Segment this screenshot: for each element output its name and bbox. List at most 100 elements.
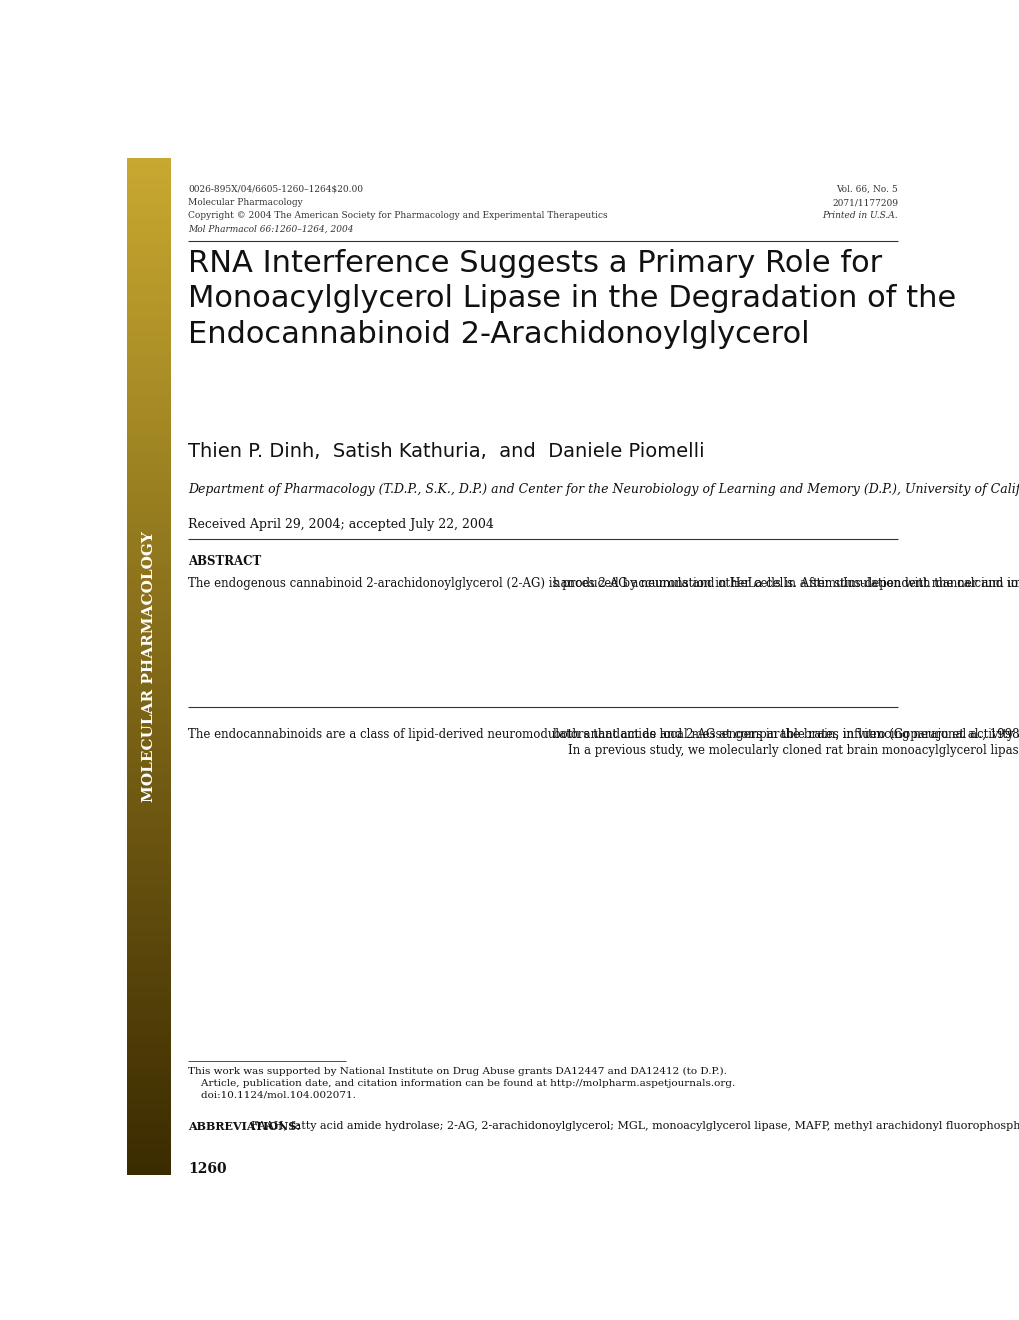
Bar — [127, 545, 171, 549]
Bar — [127, 576, 171, 581]
Bar — [127, 199, 171, 205]
Text: Mol Pharmacol 66:1260–1264, 2004: Mol Pharmacol 66:1260–1264, 2004 — [189, 224, 354, 234]
Bar — [127, 1057, 171, 1063]
Bar — [127, 911, 171, 916]
Bar — [127, 397, 171, 403]
Text: The endogenous cannabinoid 2-arachidonoylglycerol (2-AG) is produced by neurons : The endogenous cannabinoid 2-arachidonoy… — [189, 577, 1019, 590]
Bar — [127, 337, 171, 342]
Bar — [127, 809, 171, 814]
Text: MOLECULAR PHARMACOLOGY: MOLECULAR PHARMACOLOGY — [142, 531, 156, 803]
Bar — [127, 387, 171, 392]
Bar — [127, 581, 171, 585]
Bar — [127, 444, 171, 447]
Bar — [127, 169, 171, 174]
Bar — [127, 413, 171, 417]
Bar — [127, 1063, 171, 1068]
Bar — [127, 1123, 171, 1129]
Bar — [127, 1073, 171, 1078]
Bar — [127, 1104, 171, 1109]
Bar — [127, 230, 171, 235]
Bar — [127, 941, 171, 946]
Bar — [127, 235, 171, 240]
Bar — [127, 615, 171, 620]
Bar — [127, 620, 171, 626]
Bar — [127, 961, 171, 966]
Bar — [127, 483, 171, 488]
Bar — [127, 158, 171, 164]
Bar — [127, 1018, 171, 1022]
Bar — [127, 194, 171, 199]
Bar — [127, 494, 171, 499]
Bar — [127, 1089, 171, 1093]
Bar — [127, 1093, 171, 1098]
Text: RNA Interference Suggests a Primary Role for
Monoacylglycerol Lipase in the Degr: RNA Interference Suggests a Primary Role… — [189, 249, 956, 348]
Text: 1260: 1260 — [189, 1162, 227, 1176]
Bar — [127, 702, 171, 708]
Bar — [127, 916, 171, 921]
Bar — [127, 403, 171, 408]
Bar — [127, 351, 171, 356]
Bar — [127, 205, 171, 210]
Bar — [127, 651, 171, 656]
Bar — [127, 524, 171, 529]
Bar — [127, 214, 171, 219]
Bar — [127, 626, 171, 631]
Bar — [127, 1032, 171, 1038]
Text: Department of Pharmacology (T.D.P., S.K., D.P.) and Center for the Neurobiology : Department of Pharmacology (T.D.P., S.K.… — [189, 483, 1019, 495]
Bar — [127, 880, 171, 886]
Bar — [127, 631, 171, 636]
Bar — [127, 280, 171, 285]
Bar — [127, 722, 171, 727]
Bar — [127, 433, 171, 438]
Bar — [127, 727, 171, 733]
Bar — [127, 733, 171, 738]
Bar — [127, 661, 171, 667]
Bar — [127, 271, 171, 276]
Bar — [127, 708, 171, 713]
Bar — [127, 829, 171, 834]
Bar — [127, 585, 171, 590]
Bar — [127, 1144, 171, 1150]
Bar — [127, 738, 171, 743]
Bar — [127, 249, 171, 255]
Bar — [127, 647, 171, 651]
Text: both anandamide and 2-AG at comparable rates in vitro (Goparaju et al., 1998; La: both anandamide and 2-AG at comparable r… — [552, 727, 1019, 758]
Bar — [127, 788, 171, 793]
Bar — [127, 535, 171, 540]
Bar — [127, 463, 171, 469]
Bar — [127, 1159, 171, 1164]
Bar — [127, 952, 171, 956]
Bar — [127, 784, 171, 788]
Bar — [127, 367, 171, 372]
Text: hances 2-AG accumulation in HeLa cells. After stimulation with the calcium ionop: hances 2-AG accumulation in HeLa cells. … — [552, 577, 1019, 590]
Bar — [127, 321, 171, 326]
Bar — [127, 224, 171, 230]
Bar — [127, 763, 171, 768]
Bar — [127, 306, 171, 312]
Bar — [127, 408, 171, 412]
Bar — [127, 565, 171, 570]
Bar — [127, 834, 171, 840]
Bar — [127, 312, 171, 315]
Text: Molecular Pharmacology: Molecular Pharmacology — [189, 198, 303, 207]
Bar — [127, 1053, 171, 1057]
Bar — [127, 768, 171, 774]
Bar — [127, 595, 171, 601]
Bar — [127, 636, 171, 642]
Bar — [127, 865, 171, 870]
Bar — [127, 362, 171, 367]
Bar — [127, 276, 171, 280]
Bar — [127, 1114, 171, 1119]
Bar — [127, 453, 171, 458]
Bar — [127, 519, 171, 524]
Bar — [127, 164, 171, 169]
Bar — [127, 1098, 171, 1104]
Bar — [127, 296, 171, 301]
Bar — [127, 774, 171, 779]
Bar — [127, 1155, 171, 1159]
Bar — [127, 966, 171, 972]
Bar — [127, 906, 171, 911]
Bar — [127, 326, 171, 331]
Text: FAAH, fatty acid amide hydrolase; 2-AG, 2-arachidonoylglycerol; MGL, monoacylgly: FAAH, fatty acid amide hydrolase; 2-AG, … — [251, 1121, 1019, 1131]
Bar — [127, 931, 171, 936]
